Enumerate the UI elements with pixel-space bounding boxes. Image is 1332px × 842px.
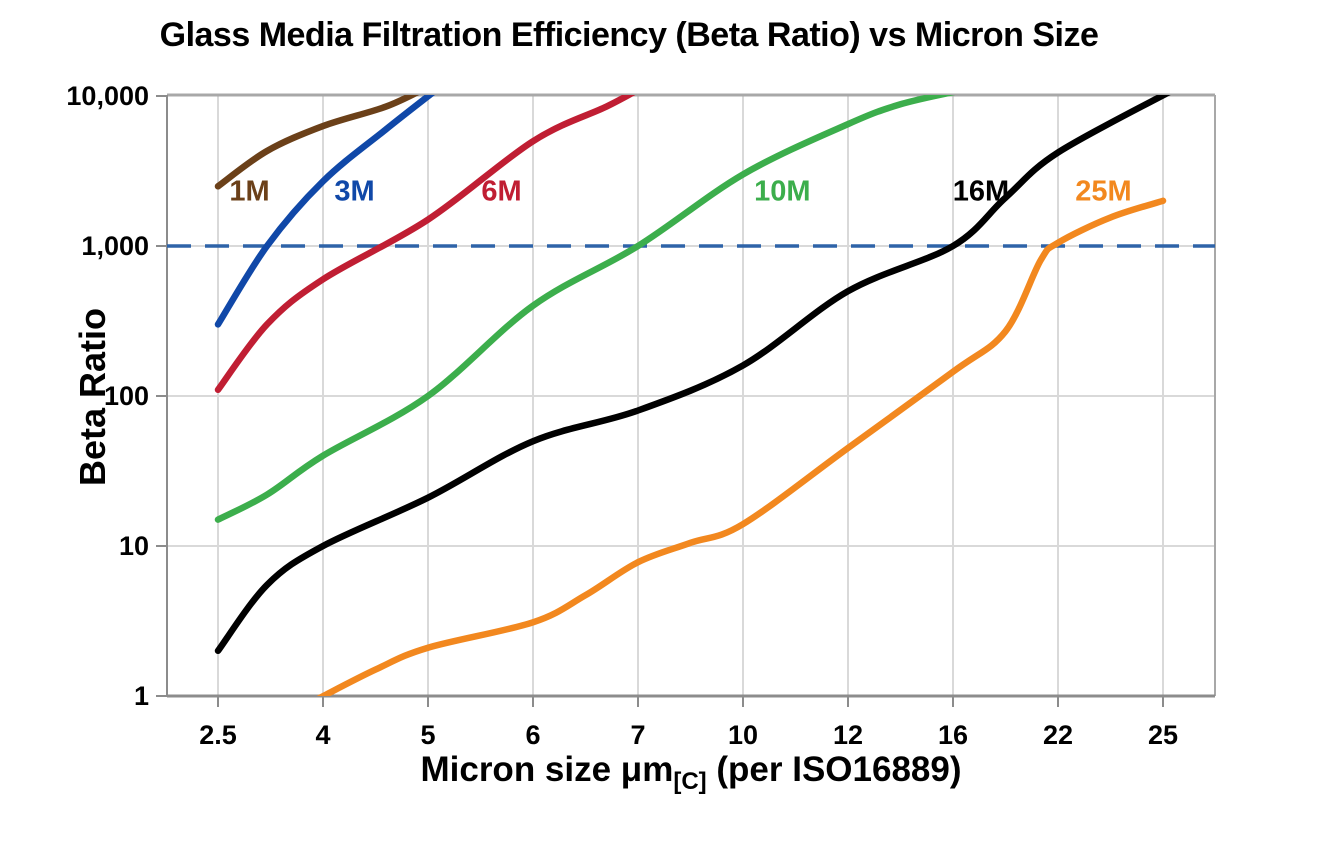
series-label-10M: 10M [754,175,810,207]
x-tick-label: 4 [315,720,330,750]
series-label-25M: 25M [1075,175,1131,207]
series-label-16M: 16M [953,175,1009,207]
series-path-3M [214,95,435,328]
series-path-16M [214,95,1171,655]
gridlines [167,95,1215,696]
y-tick-label: 10 [119,531,149,561]
series-label-3M: 3M [334,175,374,207]
x-tick-label: 10 [728,720,758,750]
x-tick-label: 22 [1043,720,1073,750]
plot-border [166,93,1216,698]
series-path-6M [214,95,636,394]
y-tick-label: 100 [104,381,149,411]
series-path-1M [214,95,420,190]
x-axis-title: Micron size μm[C] (per ISO16889) [167,750,1215,796]
series-label-1M: 1M [229,175,269,207]
x-tick-label: 6 [525,720,540,750]
y-tick-label: 1,000 [81,231,149,261]
x-tick-label: 7 [630,720,645,750]
series-curves [214,95,1171,696]
x-axis-title-subscript: [C] [673,768,707,795]
x-axis-title-suffix: (per ISO16889) [706,750,962,789]
x-axis-title-prefix: Micron size μm [420,750,674,789]
x-tick-label: 2.5 [199,720,237,750]
x-tick-label: 25 [1148,720,1178,750]
x-tick-label: 12 [833,720,863,750]
x-tick-label: 16 [938,720,968,750]
series-path-10M [214,95,956,523]
series-path-25M [316,197,1167,696]
y-tick-label: 1 [134,681,149,711]
y-tick-label: 10,000 [66,81,149,111]
chart-title: Glass Media Filtration Efficiency (Beta … [159,16,1099,54]
tick-marks [156,95,1164,707]
series-label-6M: 6M [481,175,521,207]
x-tick-label: 5 [420,720,435,750]
